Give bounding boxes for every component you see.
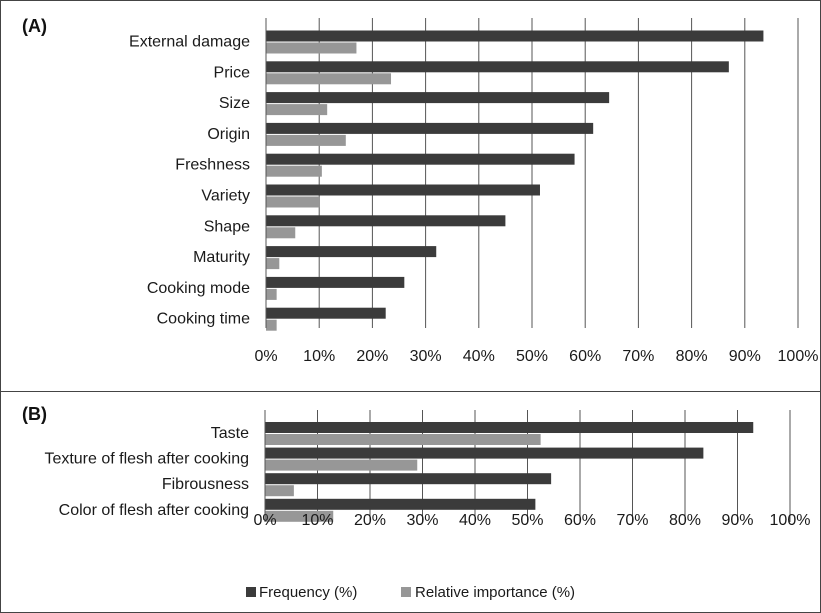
x-tick-label: 10% <box>303 348 335 365</box>
category-label: Price <box>214 64 251 81</box>
category-label: Origin <box>207 126 250 143</box>
bar-frequency <box>265 422 754 433</box>
bar-relative-importance <box>266 227 296 239</box>
category-label: Size <box>219 95 250 112</box>
bar-relative-importance <box>265 459 418 471</box>
bar-frequency <box>266 30 764 42</box>
bar-relative-importance <box>266 134 346 146</box>
bar-relative-importance <box>266 104 328 116</box>
legend: Frequency (%) Relative importance (%) <box>246 584 575 601</box>
x-tick-label: 100% <box>778 348 819 365</box>
legend-swatch-relative-importance <box>401 587 411 597</box>
x-tick-label: 20% <box>356 348 388 365</box>
category-label: Freshness <box>175 157 250 174</box>
bar-frequency <box>266 61 729 73</box>
chart-b: Taste Texture of flesh after cooking Fibro… <box>44 410 810 529</box>
category-label: Variety <box>201 188 250 205</box>
x-tick-label: 30% <box>410 348 442 365</box>
bar-relative-importance <box>266 288 277 300</box>
bar-frequency <box>266 307 386 319</box>
x-tick-label: 30% <box>406 512 438 529</box>
bar-relative-importance <box>265 485 294 497</box>
category-label: Cooking mode <box>147 280 250 297</box>
chart-a: External damage Price Size Origin Freshness V… <box>129 18 818 365</box>
category-label: External damage <box>129 34 250 51</box>
x-tick-label: 40% <box>463 348 495 365</box>
x-tick-label: 70% <box>622 348 654 365</box>
bar-relative-importance <box>266 73 392 85</box>
bar-relative-importance <box>265 510 334 522</box>
x-tick-label: 80% <box>676 348 708 365</box>
x-tick-label: 80% <box>669 512 701 529</box>
x-tick-label: 60% <box>569 348 601 365</box>
bar-frequency <box>266 122 594 134</box>
x-tick-label: 40% <box>459 512 491 529</box>
bar-relative-importance <box>265 434 541 445</box>
category-label: Taste <box>211 425 249 442</box>
x-tick-label: 50% <box>511 512 543 529</box>
panel-a-frame <box>0 0 821 392</box>
category-label: Cooking time <box>157 311 250 328</box>
category-label: Color of flesh after cooking <box>59 502 249 519</box>
x-tick-label: 70% <box>616 512 648 529</box>
legend-label-frequency: Frequency (%) <box>259 584 357 601</box>
bar-relative-importance <box>266 258 280 270</box>
bar-frequency <box>265 473 552 485</box>
x-tick-label: 50% <box>516 348 548 365</box>
legend-swatch-frequency <box>246 587 256 597</box>
bar-frequency <box>266 246 437 258</box>
bar-relative-importance <box>266 165 322 177</box>
bar-frequency <box>265 447 704 459</box>
bar-relative-importance <box>266 42 357 54</box>
category-label: Fibrousness <box>162 476 249 493</box>
category-label: Texture of flesh after cooking <box>44 451 249 468</box>
bar-relative-importance <box>266 196 320 208</box>
bar-frequency <box>266 276 405 288</box>
legend-label-relative-importance: Relative importance (%) <box>415 584 575 601</box>
panel-a-label: (A) <box>22 16 47 36</box>
panel-b-label: (B) <box>22 404 47 424</box>
bar-frequency <box>266 184 540 196</box>
category-label: Shape <box>204 218 250 235</box>
category-label: Maturity <box>193 249 250 266</box>
x-tick-label: 0% <box>253 512 276 529</box>
x-tick-label: 60% <box>564 512 596 529</box>
bar-frequency <box>266 153 575 165</box>
x-tick-label: 90% <box>721 512 753 529</box>
bar-frequency <box>266 92 610 104</box>
bar-frequency <box>265 498 536 510</box>
bar-frequency <box>266 215 506 227</box>
x-tick-label: 0% <box>254 348 277 365</box>
bar-relative-importance <box>266 319 277 331</box>
x-tick-label: 20% <box>354 512 386 529</box>
x-tick-label: 100% <box>770 512 811 529</box>
x-tick-label: 90% <box>729 348 761 365</box>
x-tick-label: 10% <box>301 512 333 529</box>
